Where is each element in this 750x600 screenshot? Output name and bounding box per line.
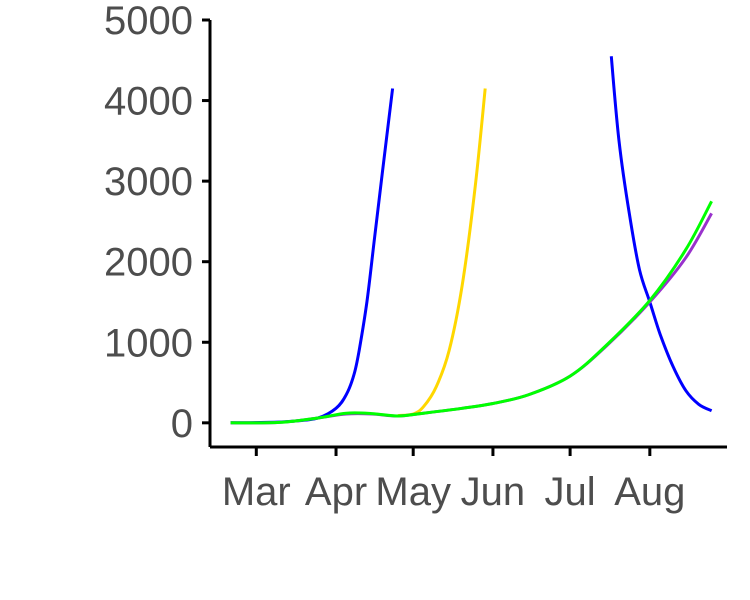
y-tick-label: 4000: [104, 80, 193, 124]
y-tick-label: 5000: [104, 0, 193, 43]
series-line-2: [397, 88, 487, 418]
x-tick-label: Aug: [614, 470, 685, 514]
x-tick-label: Jul: [545, 470, 596, 514]
y-tick-label: 2000: [104, 241, 193, 285]
series-line-3: [609, 56, 713, 413]
x-tick-label: Jun: [461, 470, 526, 514]
x-ticks: Mar Apr May Jun Jul Aug: [222, 447, 685, 514]
y-tick-label: 1000: [104, 321, 193, 365]
x-tick-label: Apr: [305, 470, 367, 514]
y-tick-label: 3000: [104, 160, 193, 204]
series-line-1: [230, 88, 395, 425]
axis-layer: [208, 20, 727, 449]
series-layer: [230, 56, 713, 425]
y-ticks: 0 1000 2000 3000 4000 5000: [104, 0, 210, 446]
y-tick-label: 0: [171, 402, 193, 446]
x-tick-label: May: [375, 470, 451, 514]
x-tick-label: Mar: [222, 470, 291, 514]
series-line-5: [230, 200, 713, 425]
series-line-4: [230, 212, 713, 425]
